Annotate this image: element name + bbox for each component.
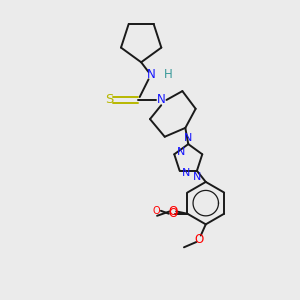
Text: O: O bbox=[153, 206, 160, 216]
Text: O: O bbox=[169, 205, 178, 218]
Text: O: O bbox=[195, 232, 204, 246]
Text: N: N bbox=[147, 68, 156, 81]
Text: O: O bbox=[169, 207, 178, 220]
Text: N: N bbox=[193, 172, 201, 182]
Text: N: N bbox=[177, 147, 185, 157]
Text: N: N bbox=[157, 93, 166, 106]
Text: S: S bbox=[106, 93, 114, 106]
Text: N: N bbox=[184, 133, 193, 142]
Text: N: N bbox=[182, 168, 190, 178]
Text: H: H bbox=[164, 68, 172, 81]
